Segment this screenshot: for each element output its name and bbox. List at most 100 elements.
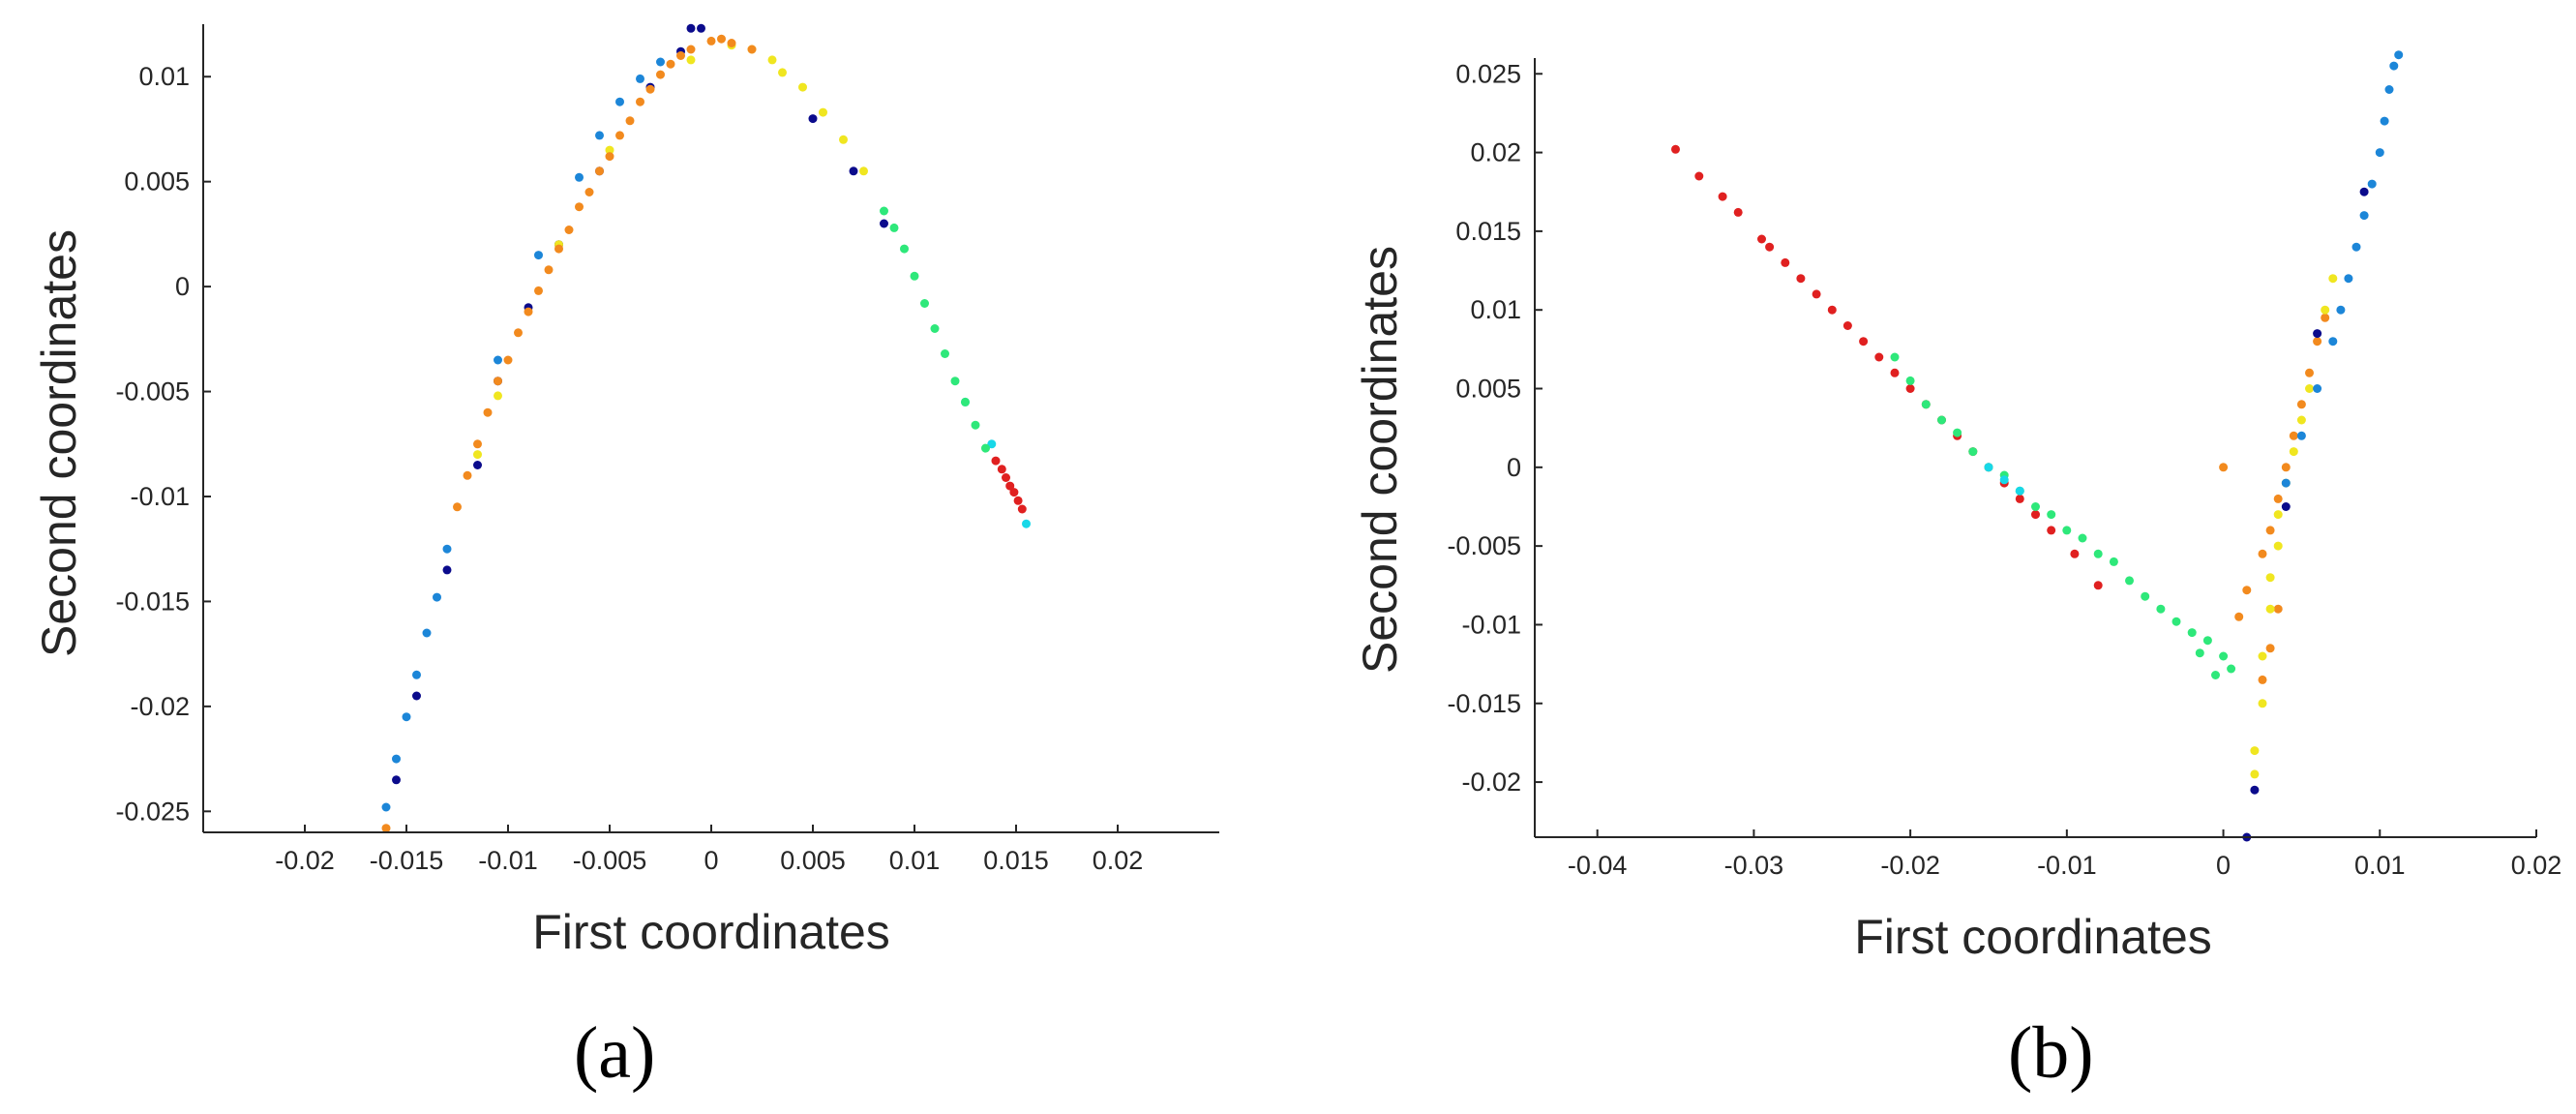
panel-b-xticks: -0.04 -0.03 -0.02 -0.01 0 0.01 0.02	[1568, 829, 2561, 880]
panel-b-ytick-label-8: 0.02	[1470, 138, 1521, 167]
panel-b-point-s2-0	[1984, 463, 1993, 472]
panel-b-point-s4-8	[2289, 447, 2298, 457]
panel-b-point-s3-11	[2265, 644, 2275, 653]
panel-a-point-s5-23	[686, 45, 696, 54]
panel-a-xtick-label-5: 0.005	[780, 846, 846, 875]
panel-b-point-s5-4	[2344, 274, 2353, 284]
panel-a-point-s1-10	[595, 131, 604, 140]
panel-b-point-s1-14	[2109, 557, 2118, 566]
panel-a-xtick-label-1: -0.015	[370, 846, 444, 875]
panel-b-point-s0-10	[1842, 321, 1852, 330]
panel-a-point-s5-26	[747, 45, 757, 54]
panel-a-point-s0-13	[849, 166, 858, 176]
panel-a-point-s4-3	[605, 145, 614, 155]
panel-a-point-s0-12	[880, 219, 888, 228]
panel-b-point-s1-20	[2202, 636, 2212, 646]
panel-b-point-s1-18	[2172, 617, 2181, 626]
panel-a-point-s3-0	[900, 244, 909, 254]
panel-a-ytick-label-0: -0.025	[115, 797, 190, 826]
panel-a-point-s6-0	[991, 456, 1001, 466]
panel-b-xtick-label-3: -0.01	[2037, 851, 2097, 880]
panel-b-yticks: -0.02 -0.015 -0.01 -0.005 0 0.005 0.01 0.015 0.0…	[1447, 59, 1543, 797]
panel-b-point-s4-6	[2273, 510, 2283, 520]
panel-b-point-s0-9	[1827, 305, 1837, 315]
panel-b-point-s4-10	[2305, 384, 2314, 393]
panel-a-point-s1-3	[412, 670, 421, 679]
panel-a-point-s3-5	[950, 376, 960, 386]
panel-b-point-s6-2	[2281, 502, 2291, 511]
panel-a-ytick-label-7: 0.01	[138, 62, 190, 91]
panel-b-xtick-label-6: 0.02	[2511, 851, 2562, 880]
panel-b-point-s5-6	[2359, 211, 2369, 221]
panel-a-point-s5-21	[656, 70, 665, 79]
panel-b-point-s1-16	[2141, 591, 2150, 601]
panel-a-ytick-label-3: -0.01	[130, 482, 190, 511]
panel-a-point-s0-10	[686, 23, 696, 33]
panel-a-point-s3-2	[920, 299, 929, 308]
panel-b-ytick-label-1: -0.015	[1447, 689, 1521, 718]
panel-a-ylabel: Second coordinates	[32, 229, 86, 657]
panel-b-point-s4-9	[2296, 415, 2306, 425]
panel-a-xticks: -0.02 -0.015 -0.01 -0.005 0 0.005 0.01 0.015 0.0…	[275, 825, 1143, 875]
panel-b-point-s1-10	[2047, 510, 2056, 520]
panel-b-point-s0-0	[1671, 144, 1680, 154]
panel-a-point-s4-11	[859, 166, 868, 176]
panel-b-point-s5-1	[2313, 384, 2322, 393]
panel-a-points	[381, 23, 1031, 833]
panel-b-point-s3-2	[2258, 549, 2267, 558]
panel-b-point-s3-13	[2321, 313, 2330, 322]
panel-b-point-s2-1	[1999, 475, 2009, 485]
panel-b-point-s1-22	[2227, 664, 2236, 674]
panel-b-point-s1-13	[2093, 549, 2103, 558]
panel-b-point-s3-6	[2289, 431, 2298, 440]
panel-b-point-s6-3	[2313, 329, 2322, 339]
panel-a-point-s0-14	[808, 114, 818, 124]
panel-b-ytick-label-4: 0	[1507, 453, 1521, 482]
panel-b-point-s5-12	[2394, 50, 2404, 60]
panel-b-xtick-label-0: -0.04	[1568, 851, 1628, 880]
panel-b-point-s3-0	[2219, 463, 2229, 472]
panel-a-point-s4-1	[494, 391, 502, 401]
panel-a-point-s5-8	[524, 307, 533, 316]
panel-b-axes	[1534, 58, 2536, 838]
panel-a-point-s3-8	[981, 443, 990, 453]
panel-b-point-s0-11	[1859, 337, 1869, 346]
panel-b-point-s1-19	[2187, 628, 2197, 638]
panel-a-point-s5-25	[727, 39, 736, 47]
panel-b-ytick-label-0: -0.02	[1461, 768, 1521, 797]
panel-b-ytick-label-5: 0.005	[1455, 375, 1521, 404]
panel-b-point-s0-3	[1733, 207, 1743, 217]
panel-a-point-s1-8	[534, 251, 543, 260]
panel-b-point-s3-5	[2281, 463, 2291, 472]
panel-b-point-s4-13	[2328, 274, 2338, 284]
panel-b-point-s1-24	[2195, 648, 2204, 658]
panel-b-point-s0-22	[2031, 510, 2040, 520]
panel-b-point-s3-1	[2242, 586, 2252, 595]
panel-a-point-s5-10	[544, 265, 554, 275]
panel-a-point-s2-1	[987, 439, 997, 449]
panel-a-point-s6-3	[1005, 481, 1015, 491]
panel-a-point-s2-0	[1022, 519, 1031, 528]
panel-a-point-s4-0	[473, 450, 482, 460]
panel-a-point-s5-28	[676, 51, 685, 60]
panel-a-point-s5-20	[645, 84, 655, 94]
chart-panel-b: -0.04 -0.03 -0.02 -0.01 0 0.01 0.02 -0.02 -0.01…	[1353, 50, 2561, 964]
panel-b-point-s3-8	[2305, 368, 2314, 377]
panel-b-point-s3-14	[2234, 612, 2244, 621]
panel-a-point-s1-12	[636, 74, 644, 83]
panel-b-point-s1-9	[2031, 502, 2040, 511]
panel-a-point-s5-3	[473, 439, 482, 449]
panel-b-point-s0-8	[1812, 289, 1821, 299]
panel-b-point-s0-14	[1905, 384, 1915, 393]
panel-a-point-s1-11	[615, 97, 624, 106]
panel-a-point-s4-8	[798, 82, 807, 92]
panel-b-point-s0-5	[1765, 242, 1775, 252]
panel-a-point-s5-13	[575, 202, 584, 212]
panel-a-point-s3-9	[889, 223, 899, 232]
panel-a-point-s5-5	[494, 376, 502, 386]
panel-a-point-s5-27	[717, 34, 726, 44]
panel-a-xtick-label-3: -0.005	[573, 846, 647, 875]
panel-b-point-s3-9	[2313, 337, 2322, 346]
panel-b-point-s0-24	[2070, 549, 2080, 558]
panel-b-point-s0-7	[1796, 274, 1806, 284]
